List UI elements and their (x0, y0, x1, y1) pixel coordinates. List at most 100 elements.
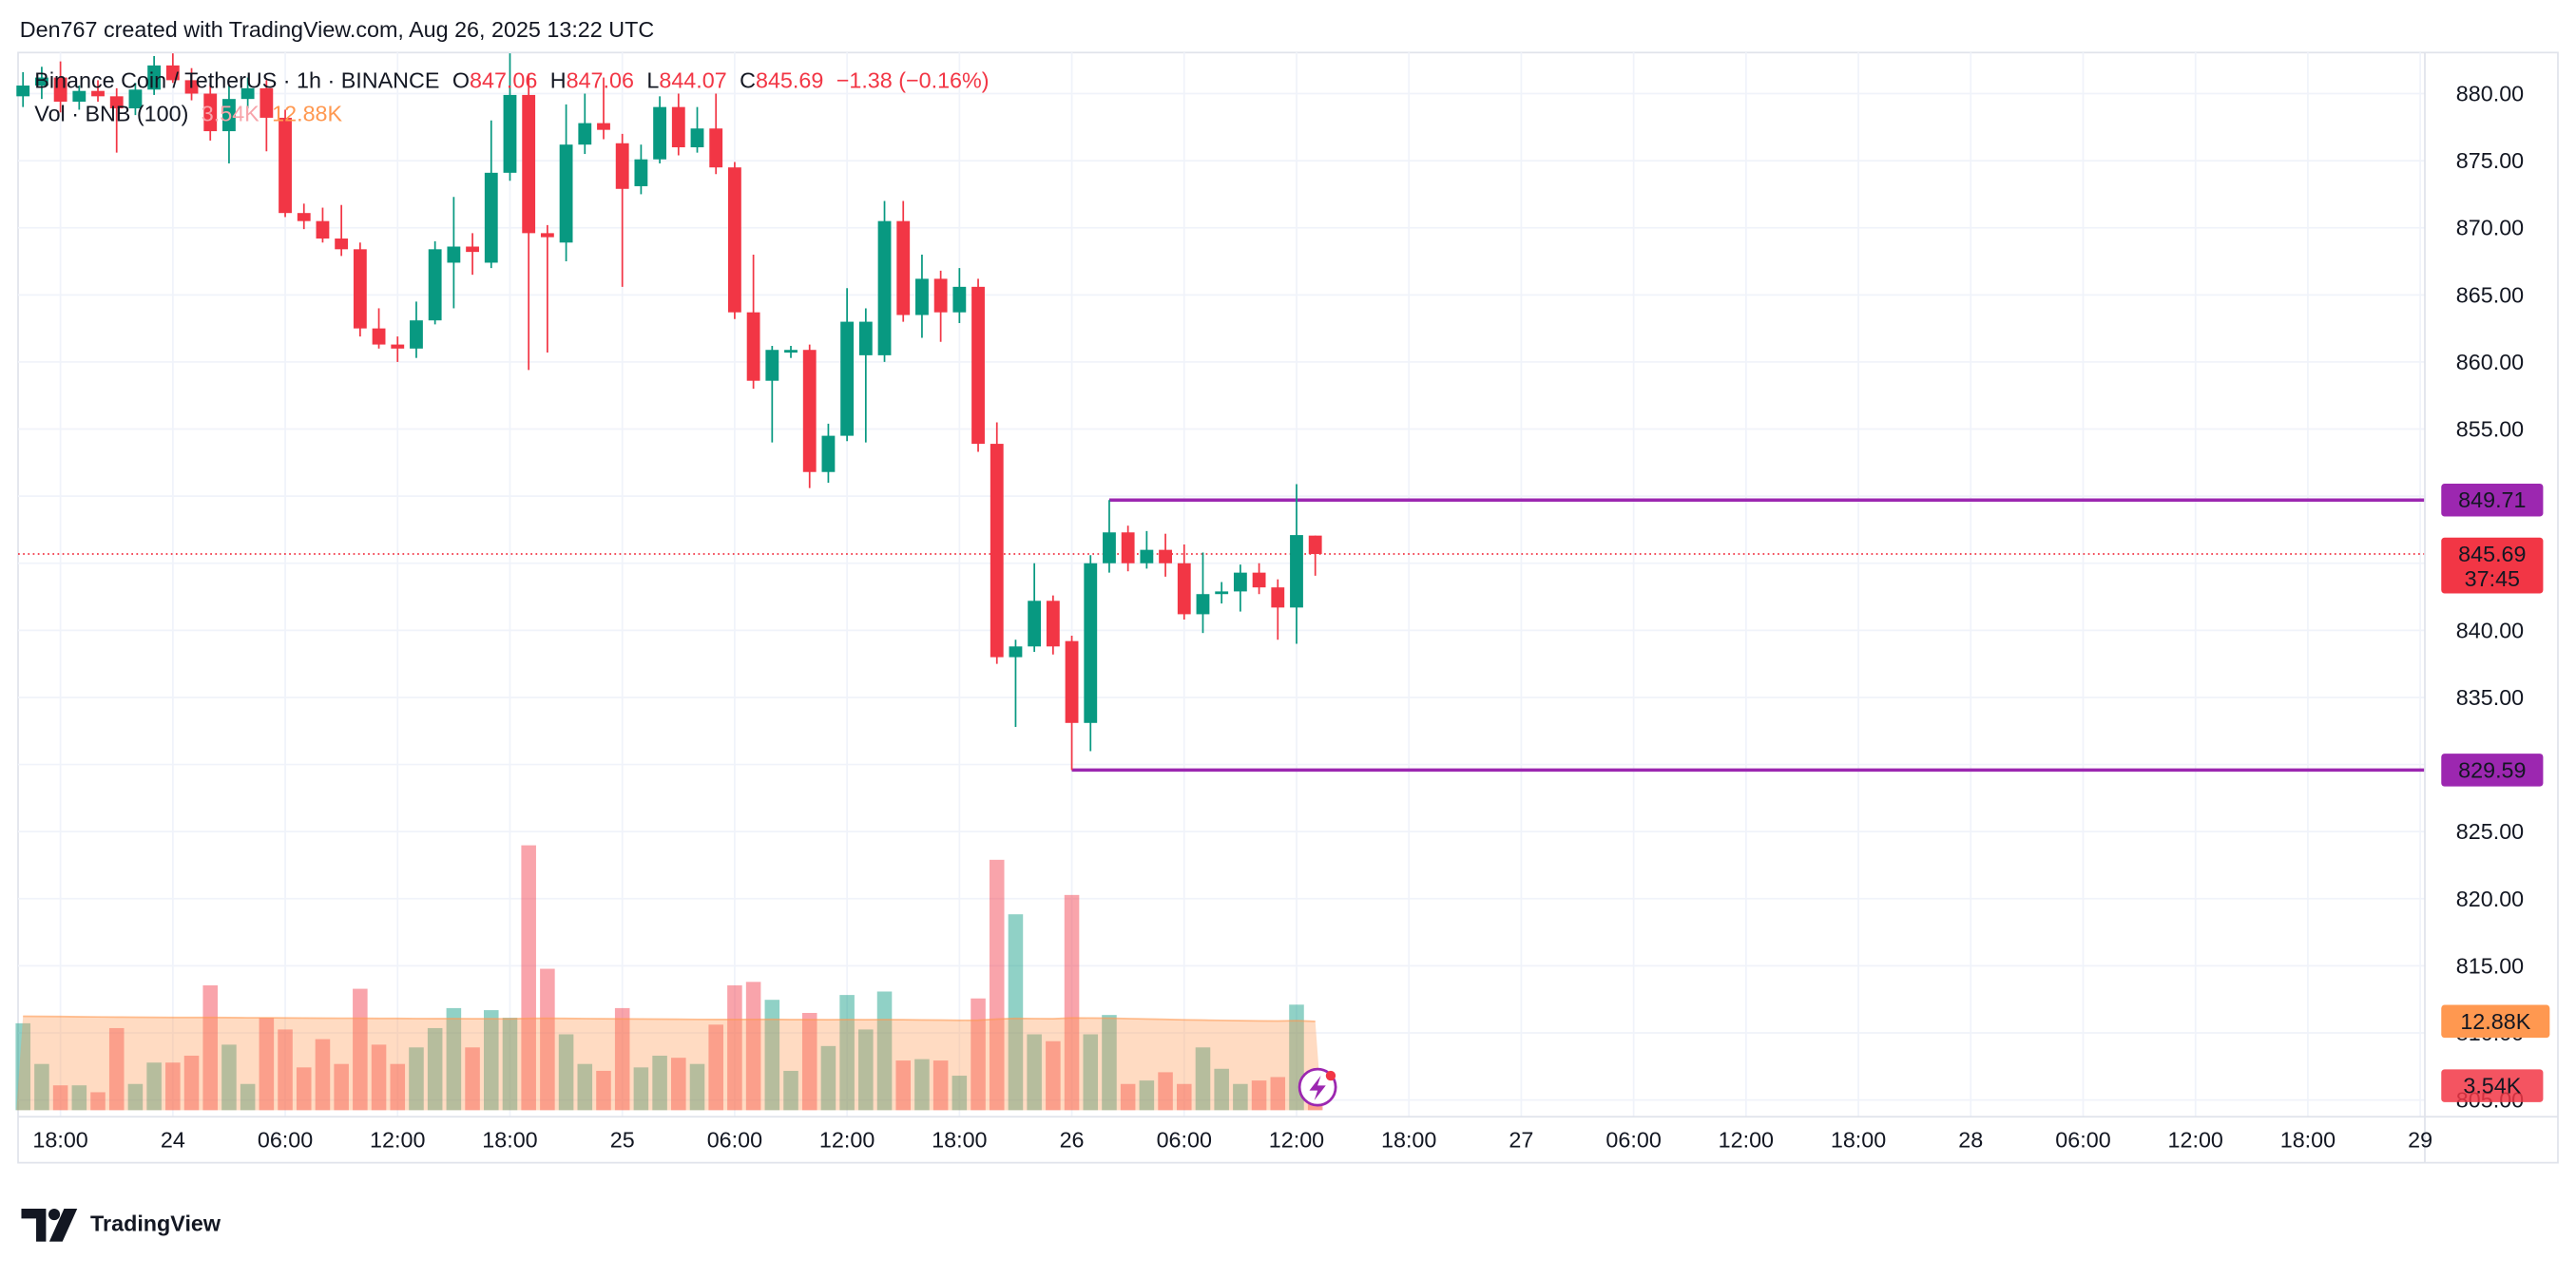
x-tick-label: 12:00 (2168, 1127, 2223, 1152)
volume-bar (521, 845, 536, 1111)
volume-bar (801, 1012, 817, 1111)
legend-open: 847.06 (470, 68, 537, 93)
candle-body (279, 117, 292, 214)
x-tick-label: 18:00 (2280, 1127, 2336, 1152)
candle-body (877, 220, 892, 355)
volume-bar (708, 1024, 723, 1111)
candle-body (1252, 572, 1266, 588)
volume-bar (1027, 1034, 1042, 1111)
volume-name: Vol · BNB (100) (34, 101, 188, 125)
replay-icon-bolt (1309, 1076, 1326, 1100)
volume-bar (577, 1063, 593, 1111)
candle-body (765, 350, 779, 381)
volume-bar (858, 1029, 874, 1111)
candle-body (260, 87, 274, 118)
legend-change: −1.38 (−0.16%) (836, 68, 990, 93)
candle-body (1009, 646, 1023, 658)
legend-high: 847.06 (567, 68, 634, 93)
candle-body (821, 435, 836, 472)
volume-ma-line (23, 1015, 1316, 1022)
candle-body (990, 444, 1004, 658)
x-tick-label: 25 (610, 1127, 635, 1152)
candle-body (727, 167, 741, 313)
price-line-tag (2441, 483, 2544, 517)
volume-ma-tag (2441, 1004, 2550, 1039)
candle-body (597, 123, 610, 130)
legend-low-label: L (646, 68, 659, 93)
brand-logo (21, 1209, 78, 1242)
candle-body (1308, 535, 1322, 555)
legend-title: Binance Coin / TetherUS · 1h · BINANCE (34, 68, 439, 93)
candle-body (671, 106, 685, 148)
volume-bar (409, 1047, 424, 1111)
volume-bar (671, 1058, 686, 1111)
volume-bar (1064, 894, 1080, 1111)
candle-body (222, 99, 236, 132)
candle-body (1290, 535, 1303, 608)
volume-bar (914, 1059, 930, 1111)
x-tick-label: 18:00 (1831, 1127, 1886, 1152)
volume-bar (1008, 914, 1024, 1111)
candle-body (1121, 532, 1135, 563)
volume-bar (839, 995, 855, 1111)
candle-body (1084, 563, 1098, 723)
chart-frame (17, 51, 2559, 1164)
volume-bar (1102, 1015, 1117, 1111)
volume-tag (2441, 1069, 2544, 1102)
candle-body (184, 80, 199, 94)
x-tick-label: 29 (2408, 1127, 2432, 1152)
volume-bar (1270, 1077, 1286, 1111)
candle-body (72, 90, 87, 102)
legend-close-label: C (740, 68, 756, 93)
legend-low: 844.07 (659, 68, 726, 93)
volume-bar (820, 1045, 836, 1111)
candle-body (1159, 549, 1172, 563)
candle-body (128, 89, 143, 109)
volume-layer (15, 845, 1323, 1111)
y-tick-label: 860.00 (2456, 350, 2524, 374)
y-tick-label: 875.00 (2456, 148, 2524, 173)
candle-body (578, 123, 592, 145)
candle-body (91, 90, 105, 97)
candle-body (447, 246, 461, 263)
candle-body (484, 172, 498, 263)
candle-body (353, 249, 367, 329)
volume-bar (596, 1070, 611, 1111)
volume-ma-area-fill (16, 1016, 1322, 1111)
x-tick-label: 12:00 (1269, 1127, 1324, 1152)
legend-volume: Vol · BNB (100) 3.54K 12.88K (34, 101, 342, 125)
x-tick-label: 06:00 (258, 1127, 313, 1152)
volume-bar (971, 998, 986, 1111)
volume-bar (146, 1062, 162, 1111)
y-tick-label: 870.00 (2456, 216, 2524, 240)
volume-bar (165, 1062, 181, 1111)
x-tick-label: 18:00 (1381, 1127, 1436, 1152)
candle-body (522, 94, 536, 234)
price-line-tag (2441, 754, 2544, 787)
candle-body (559, 144, 573, 243)
y-tick-label: 815.00 (2456, 953, 2524, 978)
volume-bar (952, 1076, 968, 1111)
last-price-label: 845.69 (2458, 542, 2526, 566)
candle-body (53, 77, 67, 102)
volume-bar (371, 1044, 387, 1111)
candle-body (840, 321, 855, 436)
volume-bar (34, 1063, 49, 1111)
candle-body (915, 278, 929, 315)
volume-bar (1214, 1068, 1229, 1111)
replay-icon (1298, 1067, 1337, 1107)
candle-body (933, 278, 948, 313)
header-text: Den767 created with TradingView.com, Aug… (20, 17, 654, 42)
grid-layer (18, 52, 2425, 1117)
x-tick-label: 26 (1060, 1127, 1085, 1152)
candle-body (690, 128, 704, 148)
legend-open-label: O (452, 68, 470, 93)
volume-ma-tag-label: 12.88K (2460, 1009, 2530, 1034)
volume-bar (353, 988, 368, 1111)
x-tick-label: 27 (1509, 1127, 1533, 1152)
candle-body (1028, 601, 1042, 647)
x-tick-label: 28 (1958, 1127, 1983, 1152)
volume-bar (71, 1085, 87, 1111)
volume-bar (932, 1060, 949, 1111)
